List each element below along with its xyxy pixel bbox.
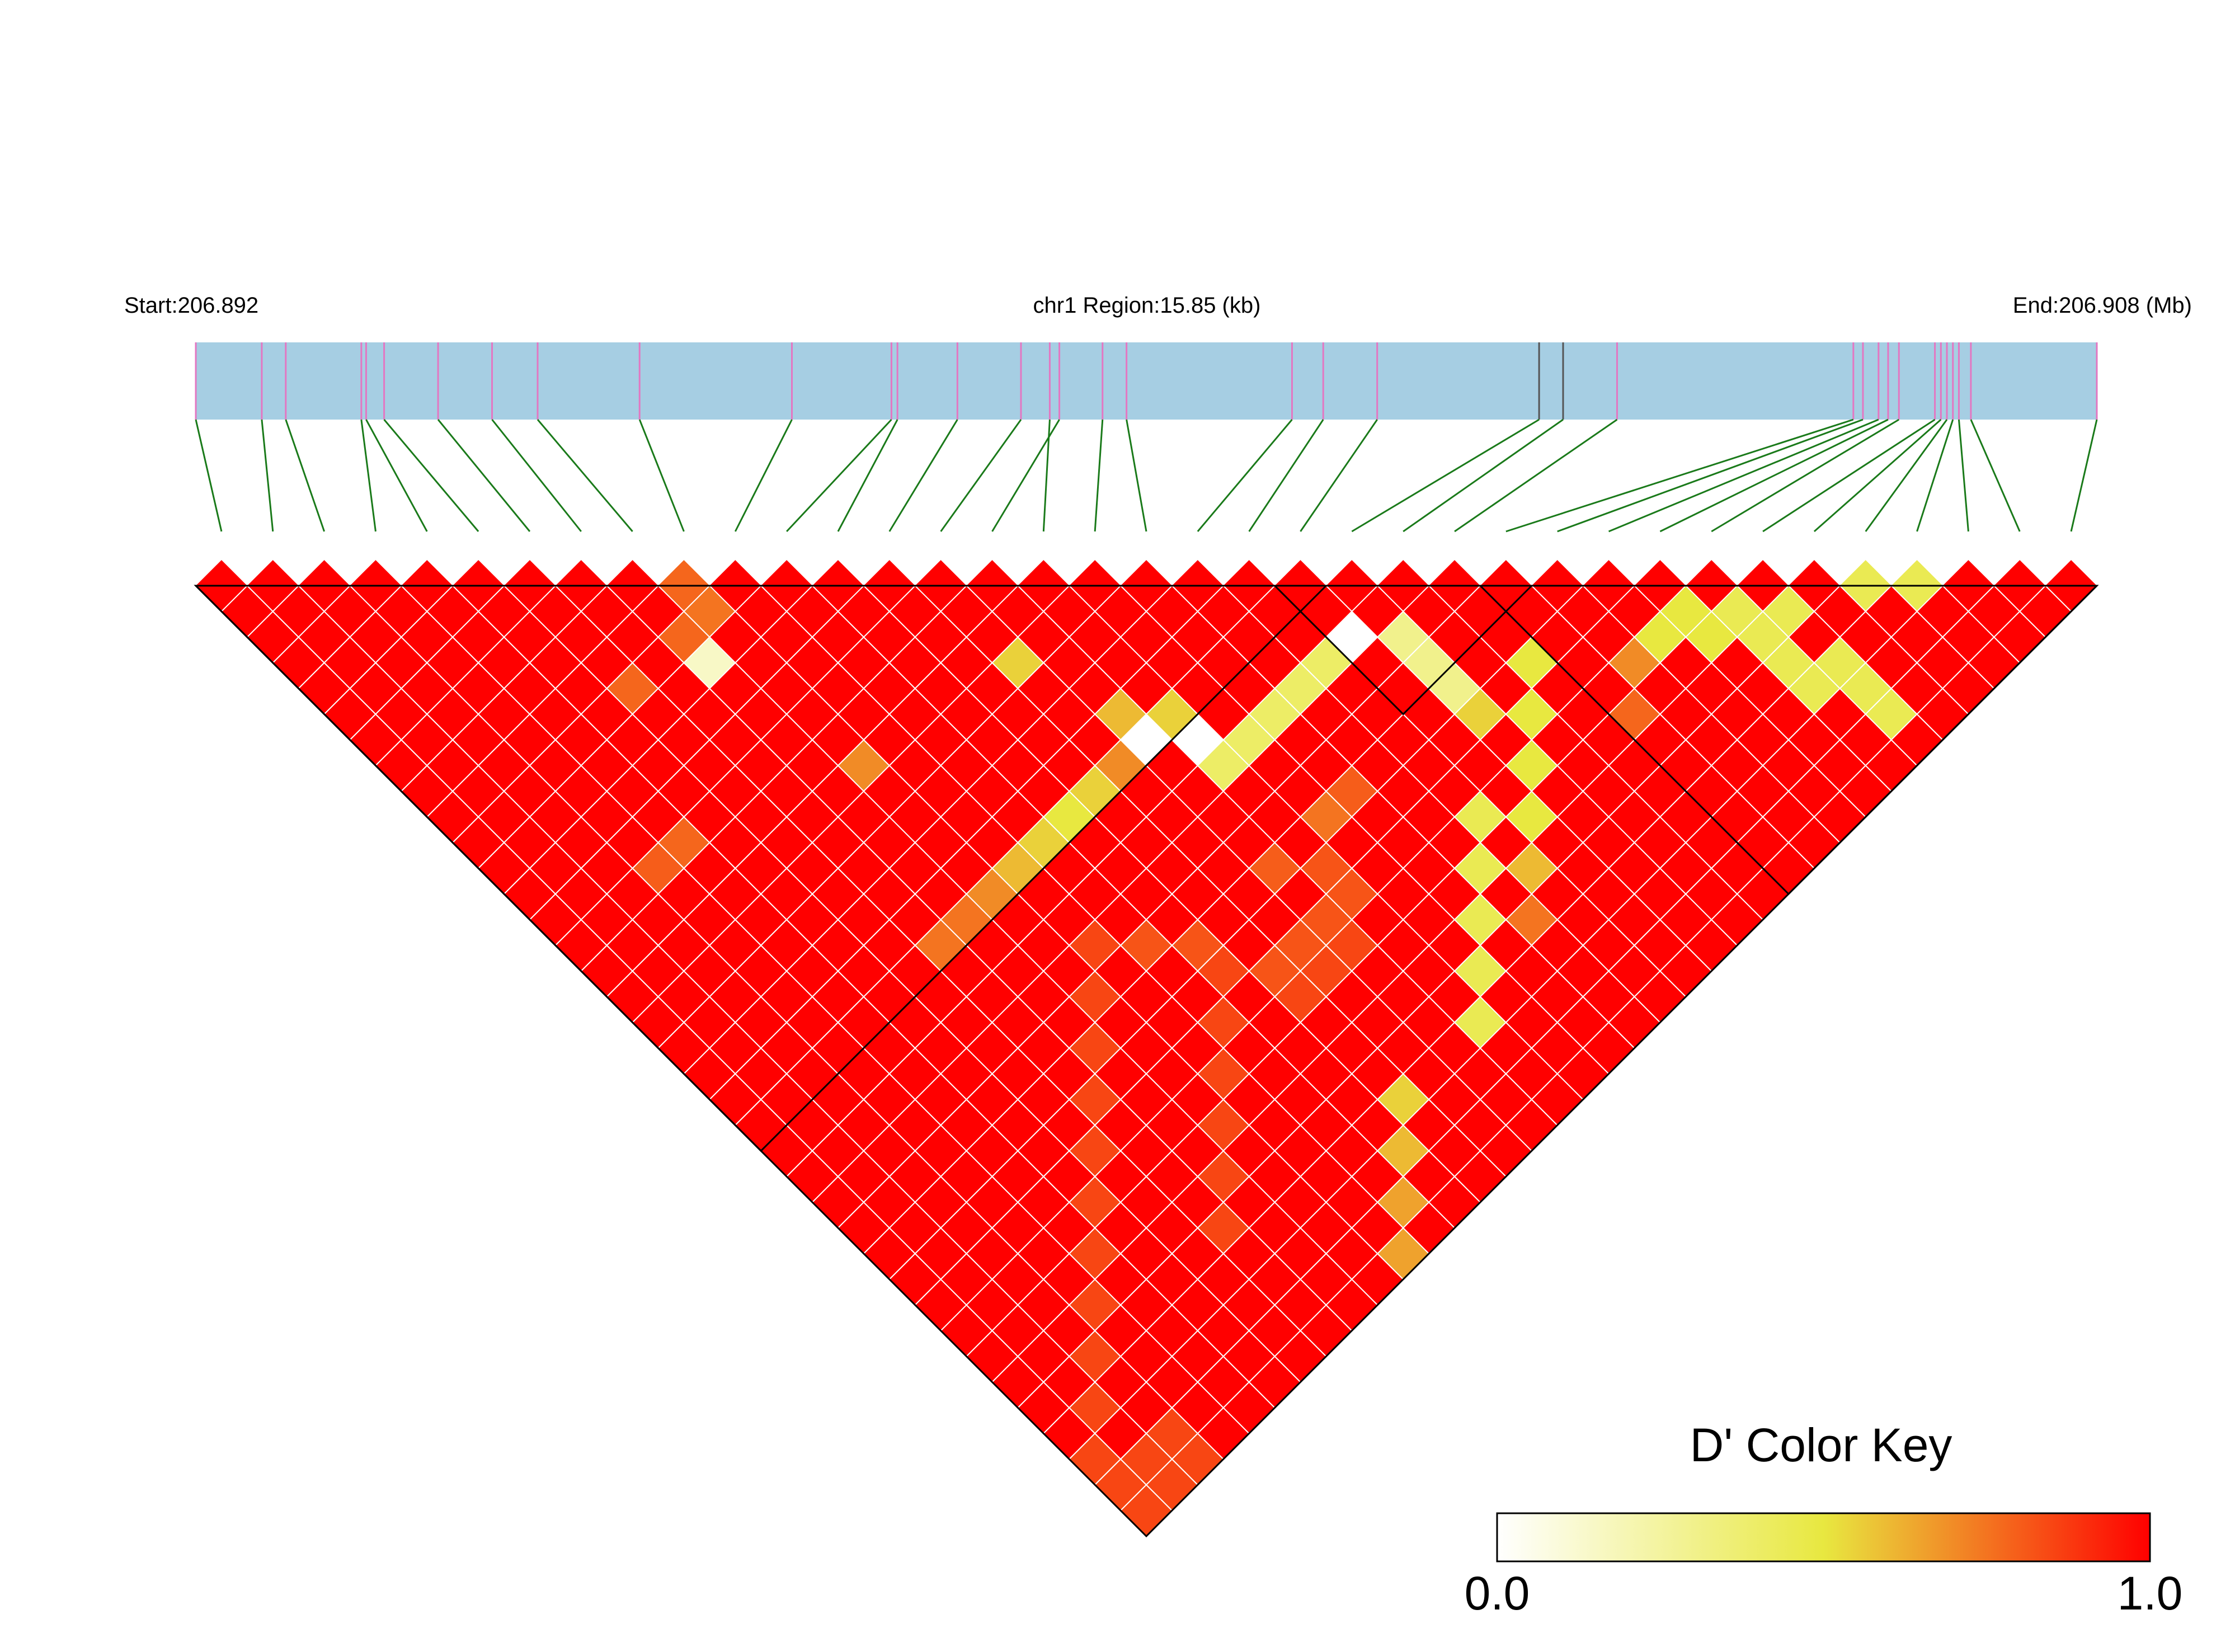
snp-connector-line	[940, 419, 1022, 532]
snp-connector-line	[1916, 419, 1954, 532]
snp-connector-line	[491, 419, 582, 532]
snp-connector-line	[285, 419, 326, 532]
region-bar	[196, 342, 2097, 420]
haplotype-block-outline	[1274, 585, 1532, 716]
snp-connector-line	[1248, 419, 1324, 532]
snp-connector-line	[1865, 419, 1948, 532]
color-key-gradient-bar	[1496, 1512, 2151, 1562]
snp-connector-line	[1126, 419, 1147, 532]
snp-connector-line	[1958, 419, 1969, 532]
snp-connector-line	[2070, 419, 2098, 532]
color-key-title: D' Color Key	[1690, 1419, 1952, 1471]
triangle-outline	[194, 585, 2099, 1538]
snp-connector-line	[1197, 419, 1293, 532]
snp-connector-line	[195, 419, 223, 532]
snp-connector-line	[786, 418, 892, 533]
color-key-min-label: 0.0	[1464, 1567, 1530, 1620]
snp-connector-line	[1454, 418, 1618, 533]
snp-connector-line	[1557, 418, 1864, 533]
snp-connector-line	[1094, 419, 1104, 532]
color-key-max-label: 1.0	[2117, 1567, 2183, 1620]
color-key	[1496, 1512, 2151, 1562]
snp-connector-line	[1351, 418, 1540, 533]
snp-connector-line	[1659, 418, 1889, 533]
snp-connector-line	[638, 419, 685, 532]
snp-connector-line	[383, 419, 479, 532]
snp-connector-line	[537, 419, 633, 532]
snp-connector-line	[1042, 419, 1051, 532]
snp-connector-line	[1813, 418, 1942, 533]
snp-connector-line	[365, 419, 428, 532]
snp-connector-line	[1711, 418, 1900, 533]
snp-connector-line	[261, 419, 274, 532]
snp-connector-line	[1300, 419, 1378, 532]
snp-connector-lines	[195, 418, 2098, 533]
snp-connector-line	[1608, 418, 1879, 533]
region-end-label: End:206.908 (Mb)	[2012, 293, 2192, 318]
snp-connector-line	[1970, 419, 2021, 532]
region-start-label: Start:206.892	[124, 293, 259, 318]
snp-connector-line	[734, 419, 793, 532]
snp-connector-line	[360, 419, 377, 532]
region-size-label: chr1 Region:15.85 (kb)	[1033, 293, 1261, 318]
snp-position-ticks	[195, 342, 2098, 420]
snp-connector-line	[1505, 418, 1854, 533]
gene-track	[195, 342, 2098, 533]
snp-connector-line	[437, 419, 531, 532]
snp-connector-line	[1762, 418, 1936, 533]
snp-connector-line	[837, 419, 898, 532]
ld-cell-grid	[220, 585, 2072, 1537]
snp-connector-line	[888, 419, 958, 532]
snp-connector-line	[1403, 418, 1564, 533]
